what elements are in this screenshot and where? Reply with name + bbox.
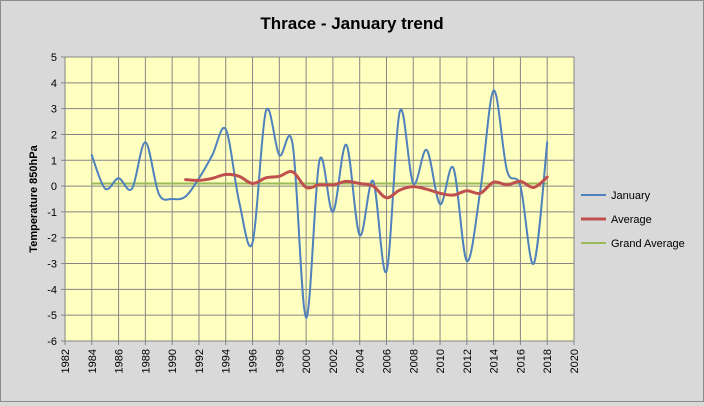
x-tick-label: 2020	[569, 349, 581, 373]
x-tick-label: 2000	[301, 349, 313, 373]
x-tick-label: 2016	[515, 349, 527, 373]
legend-label-grand-average: Grand Average	[611, 238, 685, 250]
plot-border	[64, 56, 575, 342]
x-tick-label: 1984	[87, 349, 99, 373]
gridlines	[64, 56, 575, 342]
y-tick-label: 1	[51, 155, 57, 167]
x-tick-label: 2010	[435, 349, 447, 373]
x-tick-label: 1990	[167, 349, 179, 373]
x-tick-label: 1986	[114, 349, 126, 373]
x-tick-label: 1982	[60, 349, 72, 373]
y-tick-label: -6	[47, 336, 57, 348]
axes: -6 -5 -4 -3 -2 -1 0 1 2 3 4 5 1982 1984 1986 1988 1990 19…	[47, 52, 581, 373]
x-tick-label: 2014	[489, 349, 501, 373]
legend: January Average Grand Average	[581, 190, 685, 250]
x-tick-label: 1998	[274, 349, 286, 373]
legend-label-january: January	[611, 190, 651, 202]
x-tick-label: 1994	[221, 349, 233, 373]
legend-label-average: Average	[611, 214, 652, 226]
x-tick-label: 2002	[328, 349, 340, 373]
chart-title: Thrace - January trend	[260, 14, 443, 33]
x-tick-label: 1996	[248, 349, 260, 373]
series-average-line	[184, 170, 549, 200]
y-axis-label: Temperature 850hPa	[28, 144, 40, 252]
x-tick-label: 2006	[381, 349, 393, 373]
y-tick-label: -3	[47, 259, 57, 271]
y-tick-label: 3	[51, 104, 57, 116]
y-tick-label: 4	[51, 78, 57, 90]
y-tick-label: -2	[47, 233, 57, 245]
y-tick-label: 5	[51, 52, 57, 64]
x-tick-label: 1988	[140, 349, 152, 373]
y-tick-label: 2	[51, 129, 57, 141]
y-tick-label: -1	[47, 207, 57, 219]
x-tick-label: 2018	[542, 349, 554, 373]
y-tick-label: -4	[47, 284, 57, 296]
x-tick-label: 2012	[462, 349, 474, 373]
series-layer	[90, 89, 549, 319]
x-tick-label: 1992	[194, 349, 206, 373]
x-tick-label: 2004	[355, 349, 367, 373]
y-tick-label: -5	[47, 310, 57, 322]
y-tick-label: 0	[51, 181, 57, 193]
series-january-line	[90, 89, 549, 319]
x-tick-label: 2008	[408, 349, 420, 373]
plot-area	[65, 57, 574, 341]
